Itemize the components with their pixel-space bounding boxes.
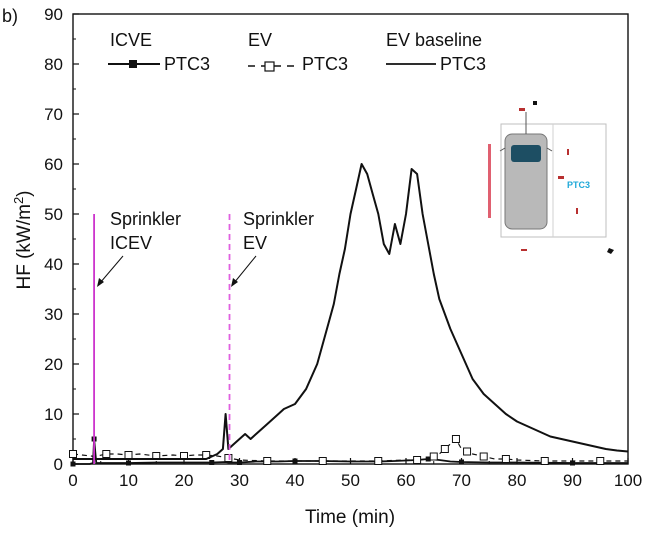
ev-point — [463, 447, 472, 456]
y-tick-label: 80 — [44, 55, 63, 74]
y-tick-label: 60 — [44, 155, 63, 174]
x-tick-label: 100 — [614, 471, 642, 490]
x-tick-label: 90 — [563, 471, 582, 490]
inset-sensor-c — [521, 249, 527, 251]
sprinkler-ev-label-1: Sprinkler — [243, 209, 314, 229]
icve-point — [570, 460, 575, 466]
inset-marker-right — [607, 248, 614, 254]
x-tick-label: 30 — [230, 471, 249, 490]
series-line-2 — [73, 163, 629, 460]
legend-group-ev: EV — [248, 30, 272, 50]
x-axis-title: Time (min) — [305, 507, 395, 528]
icve-point — [70, 461, 76, 467]
panel-label: b) — [2, 6, 18, 26]
x-tick-label: 60 — [397, 471, 416, 490]
y-tick-label: 20 — [44, 355, 63, 374]
y-axis-title: HF (kW/m2) — [11, 190, 35, 289]
sprinkler-icev-label-1: Sprinkler — [110, 209, 181, 229]
inset-car-mirror-l — [499, 147, 506, 152]
inset-sensor-a — [567, 149, 569, 155]
x-tick-label: 0 — [68, 471, 77, 490]
legend-group-ev-baseline: EV baseline — [386, 30, 482, 50]
inset-car-mirror-r — [546, 147, 553, 152]
inset-red-bar — [488, 144, 491, 218]
inset-car-window — [511, 145, 541, 162]
legend-marker-ev — [264, 61, 275, 72]
y-tick-label: 50 — [44, 205, 63, 224]
y-tick-label: 30 — [44, 305, 63, 324]
x-tick-label: 80 — [508, 471, 527, 490]
legend-marker-icve — [129, 60, 137, 68]
legend: ICVE EV EV baseline PTC3 PTC3 PTC3 — [108, 30, 486, 74]
ev-point — [413, 456, 422, 464]
legend-label-icve: PTC3 — [164, 54, 210, 74]
x-tick-label: 40 — [286, 471, 305, 490]
ev-point — [479, 452, 488, 461]
x-tick-label: 70 — [452, 471, 471, 490]
sprinkler-ev-arrowhead — [231, 278, 238, 287]
ev-point — [69, 450, 77, 458]
ev-point — [124, 451, 133, 459]
icve-point — [209, 460, 215, 465]
y-tick-label: 0 — [54, 455, 63, 474]
sprinkler-icev-arrowhead — [97, 278, 104, 287]
y-tick-label: 40 — [44, 255, 63, 274]
inset-sensor-ptc3 — [558, 176, 564, 179]
x-tick-label: 50 — [341, 471, 360, 490]
ev-point — [224, 454, 233, 462]
ev-point — [596, 457, 605, 465]
y-tick-label: 90 — [44, 5, 63, 24]
y-tick-label: 70 — [44, 105, 63, 124]
icve-point — [459, 459, 464, 465]
x-tick-labels: 0 10 20 30 40 50 60 70 80 90 100 — [68, 471, 642, 490]
x-tick-label: 20 — [175, 471, 194, 490]
inset-sensor-top — [519, 108, 525, 111]
inset-ptc3-label: PTC3 — [567, 180, 590, 190]
x-tick-label: 10 — [119, 471, 138, 490]
legend-label-ev: PTC3 — [302, 54, 348, 74]
ev-point — [501, 455, 510, 463]
ev-point — [102, 450, 111, 458]
inset-sensor-b — [576, 208, 578, 214]
inset-schematic: PTC3 — [488, 101, 614, 254]
ev-point — [451, 435, 460, 443]
icve-point — [292, 458, 298, 464]
ev-point — [374, 457, 383, 465]
sprinkler-ev-arrow — [233, 255, 257, 284]
icve-point — [425, 456, 431, 462]
sprinkler-icev-arrow — [99, 255, 124, 284]
inset-marker-top — [533, 101, 537, 105]
icve-point — [126, 460, 131, 466]
ev-point — [263, 457, 272, 465]
ev-point — [429, 452, 438, 461]
series-line-1 — [72, 438, 628, 462]
icve-point — [237, 460, 242, 465]
axis-ticks — [72, 13, 629, 465]
ev-point — [440, 445, 449, 453]
ev-point — [318, 457, 327, 465]
series-line-0 — [73, 438, 628, 465]
sprinkler-icev-label-2: ICEV — [110, 233, 152, 253]
y-tick-label: 10 — [44, 405, 63, 424]
plot-frame — [72, 13, 629, 465]
legend-label-ev-baseline: PTC3 — [440, 54, 486, 74]
sprinkler-ev-label-2: EV — [243, 233, 267, 253]
legend-group-icve: ICVE — [110, 30, 152, 50]
ev-point — [540, 457, 549, 465]
series-layer — [69, 163, 629, 467]
y-tick-labels: 0 10 20 30 40 50 60 70 80 90 — [44, 5, 63, 474]
